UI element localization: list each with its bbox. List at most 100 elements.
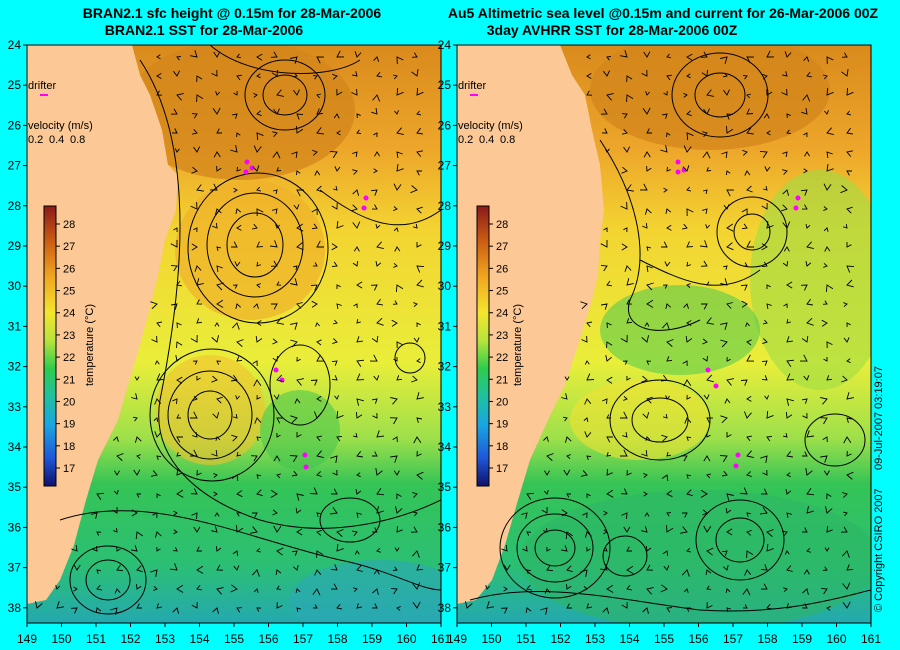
left-current-arrow — [316, 395, 322, 402]
right-current-arrow — [662, 113, 668, 119]
right-current-arrow — [586, 373, 595, 381]
right-current-arrow — [686, 489, 693, 497]
left-current-arrow — [154, 531, 162, 538]
right-colorbar-tick-label: 17 — [496, 463, 508, 475]
right-current-arrow — [722, 470, 728, 477]
right-current-arrow — [743, 411, 752, 419]
right-current-arrow — [801, 527, 808, 533]
right-current-arrow — [762, 338, 768, 345]
left-current-arrow — [372, 398, 378, 404]
left-current-arrow — [412, 492, 418, 498]
right-current-arrow — [626, 299, 633, 305]
left-current-arrow — [272, 189, 278, 195]
right-current-arrow — [806, 71, 812, 78]
right-current-arrow — [746, 512, 751, 517]
right-current-arrow — [786, 129, 792, 135]
left-current-arrow — [396, 127, 404, 136]
right-current-arrow — [543, 436, 549, 442]
right-current-arrow — [846, 242, 852, 248]
left-current-arrow — [213, 51, 221, 58]
right-current-arrow — [803, 56, 810, 62]
right-current-arrow — [623, 526, 631, 533]
right-current-arrow — [702, 189, 708, 195]
left-current-arrow — [316, 529, 322, 536]
left-current-arrow — [216, 165, 222, 172]
right-colorbar-tick-label: 21 — [496, 374, 508, 386]
right-current-arrow — [563, 469, 571, 476]
right-current-arrow — [785, 489, 792, 495]
right-current-arrow — [623, 146, 631, 153]
left-current-arrow — [131, 393, 138, 400]
right-current-arrow — [805, 261, 812, 267]
right-current-arrow — [761, 375, 768, 381]
right-current-arrow — [746, 450, 754, 459]
right-colorbar-tick-label: 26 — [496, 263, 508, 275]
left-current-arrow — [214, 322, 220, 327]
right-lon-tick-label: 156 — [688, 632, 708, 646]
right-current-arrow — [823, 357, 828, 362]
right-current-arrow — [686, 208, 694, 217]
right-current-arrow — [803, 132, 808, 138]
right-current-arrow — [606, 55, 611, 61]
left-lat-tick-label: 27 — [8, 159, 22, 173]
left-current-arrow — [211, 375, 218, 383]
right-current-arrow — [606, 341, 613, 349]
right-current-arrow — [683, 303, 689, 309]
right-current-arrow — [601, 128, 608, 134]
right-current-arrow — [626, 184, 634, 192]
left-current-arrow — [373, 168, 378, 174]
left-current-arrow — [296, 493, 304, 501]
left-current-arrow — [273, 455, 281, 462]
left-current-arrow — [256, 283, 261, 288]
left-current-arrow — [211, 450, 218, 457]
left-current-arrow — [375, 261, 382, 267]
left-colorbar: 28 27 26 25 24 23 22 21 20 19 18 17 temperature (°C… — [43, 205, 96, 487]
left-current-arrow — [393, 470, 400, 476]
right-current-arrow — [806, 506, 814, 514]
left-current-arrow — [256, 436, 262, 441]
right-current-arrow — [786, 319, 791, 324]
left-current-arrow — [236, 74, 242, 81]
left-current-arrow — [390, 587, 398, 595]
right-current-arrow — [646, 246, 652, 252]
left-current-arrow — [193, 227, 198, 233]
right-current-arrow — [546, 453, 554, 461]
right-current-arrow — [606, 436, 613, 443]
left-current-arrow — [96, 492, 105, 501]
right-current-arrow — [846, 265, 855, 273]
left-current-arrow — [310, 284, 318, 291]
right-current-arrow — [664, 261, 671, 267]
left-current-arrow — [316, 550, 324, 559]
right-current-arrow — [805, 468, 813, 476]
left-current-arrow — [336, 221, 344, 229]
left-current-arrow — [356, 129, 362, 135]
left-current-arrow — [176, 341, 183, 349]
left-current-arrow — [272, 151, 281, 159]
right-current-arrow — [764, 395, 770, 400]
left-current-arrow — [295, 508, 302, 514]
left-current-arrow — [276, 89, 284, 97]
left-current-arrow — [314, 569, 322, 576]
left-current-arrow — [332, 73, 338, 80]
right-current-arrow — [783, 587, 788, 593]
left-current-arrow — [411, 550, 420, 558]
right-colorbar-tick-label: 27 — [496, 241, 508, 253]
left-current-arrow — [136, 493, 141, 498]
right-current-arrow — [786, 472, 791, 478]
right-current-arrow — [723, 265, 728, 270]
right-current-arrow — [746, 108, 754, 115]
left-current-arrow — [296, 378, 304, 386]
left-current-arrow — [292, 72, 298, 78]
left-current-arrow — [352, 530, 358, 537]
right-title-line2: 3day AVHRR SST for 28-Mar-2006 00Z — [487, 22, 738, 38]
left-current-arrow — [192, 360, 198, 365]
right-current-arrow — [766, 303, 772, 309]
right-current-arrow — [682, 165, 690, 172]
left-lat-tick-label: 35 — [8, 480, 22, 494]
right-current-arrow — [782, 169, 788, 175]
left-current-arrow — [416, 471, 424, 480]
left-lon-tick-label: 161 — [431, 632, 451, 646]
left-current-arrow — [389, 417, 398, 425]
left-colorbar-tick-label: 21 — [63, 374, 75, 386]
right-current-arrow — [822, 74, 828, 80]
